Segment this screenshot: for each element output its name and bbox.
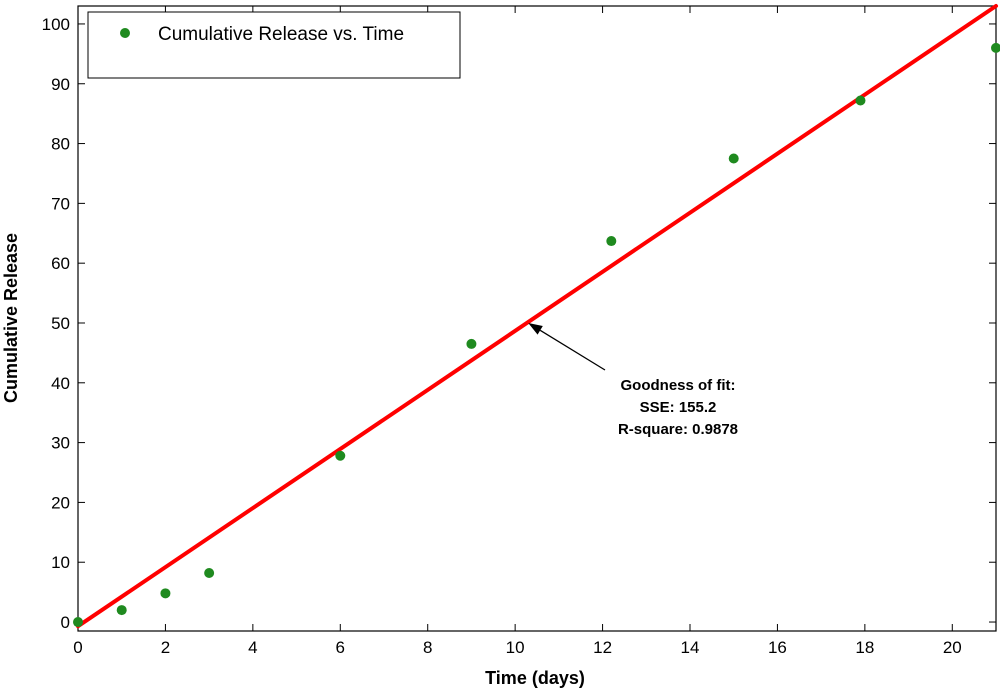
legend-label: Cumulative Release vs. Time bbox=[158, 24, 404, 45]
y-tick-label: 70 bbox=[51, 194, 70, 213]
data-point bbox=[73, 617, 83, 628]
y-tick-label: 80 bbox=[51, 135, 70, 154]
x-tick-label: 20 bbox=[943, 638, 962, 657]
data-points bbox=[73, 42, 1000, 628]
legend-box bbox=[87, 11, 461, 79]
data-point bbox=[728, 153, 739, 164]
data-point bbox=[204, 567, 215, 578]
legend-marker bbox=[120, 28, 130, 38]
y-axis-label: Cumulative Release bbox=[1, 233, 21, 403]
y-tick-label: 10 bbox=[51, 553, 70, 572]
y-tick-label: 20 bbox=[51, 493, 70, 512]
annotation-line-1: Goodness of fit: bbox=[621, 377, 736, 394]
y-tick-label: 90 bbox=[51, 75, 70, 94]
x-axis-ticks: 0 2 4 6 8 10 12 14 16 18 20 bbox=[73, 6, 962, 657]
y-tick-label: 40 bbox=[51, 374, 70, 393]
data-point bbox=[991, 42, 1000, 53]
data-point bbox=[160, 588, 171, 599]
data-point bbox=[606, 236, 617, 247]
y-tick-label: 30 bbox=[51, 434, 70, 453]
annotation: Goodness of fit: SSE: 155.2 R-square: 0.… bbox=[528, 322, 738, 438]
annotation-line-3: R-square: 0.9878 bbox=[618, 421, 738, 438]
x-tick-label: 4 bbox=[248, 638, 257, 657]
annotation-arrow bbox=[539, 329, 606, 371]
x-tick-label: 14 bbox=[681, 638, 700, 657]
annotation-arrow-head bbox=[528, 322, 543, 335]
fit-line bbox=[76, 4, 998, 629]
x-tick-label: 0 bbox=[73, 638, 82, 657]
x-tick-label: 18 bbox=[855, 638, 874, 657]
x-tick-label: 12 bbox=[593, 638, 612, 657]
data-point bbox=[855, 95, 866, 106]
x-tick-label: 8 bbox=[423, 638, 432, 657]
x-tick-label: 2 bbox=[161, 638, 170, 657]
x-tick-label: 16 bbox=[768, 638, 787, 657]
x-axis-label: Time (days) bbox=[485, 668, 585, 688]
y-tick-label: 60 bbox=[51, 254, 70, 273]
data-point bbox=[335, 450, 346, 461]
annotation-line-2: SSE: 155.2 bbox=[640, 399, 717, 416]
y-tick-label: 100 bbox=[42, 15, 70, 34]
data-point bbox=[466, 338, 477, 349]
x-tick-label: 10 bbox=[506, 638, 525, 657]
y-tick-label: 50 bbox=[51, 314, 70, 333]
x-tick-label: 6 bbox=[336, 638, 345, 657]
y-tick-label: 0 bbox=[61, 613, 70, 632]
data-point bbox=[116, 605, 127, 616]
legend: Cumulative Release vs. Time bbox=[87, 11, 461, 79]
y-axis-ticks: 0 10 20 30 40 50 60 70 80 90 100 bbox=[42, 15, 996, 632]
